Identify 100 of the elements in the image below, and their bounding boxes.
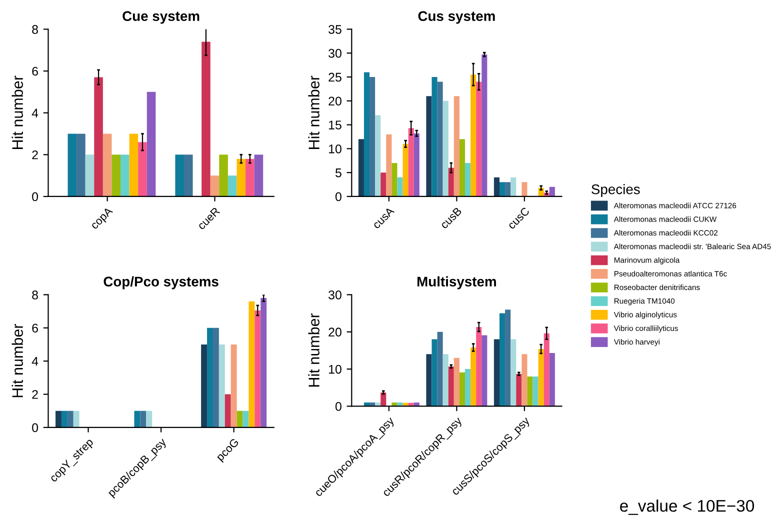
bar (248, 301, 255, 428)
bar (218, 344, 225, 428)
bar (465, 369, 471, 406)
bar (549, 186, 555, 196)
y-axis-title: Hit number (308, 313, 320, 387)
bar (254, 310, 261, 428)
legend-title: Species (592, 184, 640, 197)
bar (476, 82, 482, 196)
bar (549, 353, 555, 406)
y-axis-title: Hit number (308, 76, 320, 149)
y-axis-title: Hit number (12, 324, 23, 398)
bar (414, 133, 420, 196)
y-tick-label: 2 (32, 390, 38, 399)
y-tick-label: 6 (32, 324, 38, 333)
bar (470, 347, 476, 406)
bar (375, 115, 381, 196)
bar (459, 372, 465, 406)
bar (358, 139, 364, 196)
bar (448, 366, 454, 406)
y-tick-label: 0 (32, 423, 38, 432)
bar (146, 410, 152, 428)
bar (476, 327, 482, 406)
y-tick-label: 25 (328, 72, 342, 82)
y-tick-label: 8 (32, 290, 38, 300)
y-tick-label: 0 (335, 192, 342, 202)
text: e_value < 10E−30 (620, 500, 754, 515)
bar (61, 410, 68, 428)
bar (516, 374, 522, 406)
bar (129, 134, 138, 196)
chart-title: Cus system (418, 11, 495, 24)
bar (505, 182, 511, 196)
bar (510, 339, 516, 406)
bar (230, 344, 237, 428)
bar (454, 96, 460, 196)
bar (442, 354, 448, 406)
bar (482, 335, 488, 406)
bar (219, 154, 228, 196)
y-tick-label: 4 (32, 108, 38, 118)
bar (482, 54, 488, 196)
bar (236, 158, 246, 196)
bar (470, 74, 476, 196)
y-tick-label: 30 (328, 290, 342, 300)
bar (380, 392, 386, 406)
bar (494, 177, 500, 196)
y-tick-label: 0 (32, 192, 38, 202)
bar (454, 358, 460, 406)
y-tick-label: 6 (32, 66, 38, 76)
bar (522, 354, 528, 406)
bar (437, 82, 443, 196)
bar (236, 410, 243, 428)
y-tick-label: 10 (328, 364, 342, 374)
bar (260, 298, 267, 428)
bar (402, 144, 408, 196)
bar (228, 176, 237, 196)
bar (380, 172, 386, 196)
bar (246, 158, 254, 196)
bar (85, 154, 94, 196)
bar (134, 410, 140, 428)
y-tick-label: 20 (328, 96, 342, 106)
bar (494, 339, 500, 406)
bar (184, 154, 193, 196)
bar (146, 92, 156, 196)
bar (212, 328, 219, 428)
bar (527, 376, 533, 406)
y-tick-label: 5 (335, 168, 342, 178)
y-tick-label: 30 (328, 48, 342, 58)
bar (505, 310, 511, 406)
bar (437, 332, 443, 406)
y-tick-label: 10 (328, 144, 342, 154)
bar (500, 313, 506, 406)
bar (538, 348, 544, 406)
bar (67, 410, 74, 428)
bar (120, 154, 130, 196)
bar (532, 376, 538, 406)
bar (175, 154, 184, 196)
bar (68, 134, 77, 196)
y-tick-label: 2 (32, 150, 38, 160)
y-tick-label: 15 (328, 120, 342, 130)
bar (544, 333, 550, 406)
y-tick-label: 20 (328, 328, 342, 337)
bar (459, 139, 465, 196)
bar (432, 76, 438, 196)
bar (370, 76, 376, 196)
chart-title: Cop/Pco systems (104, 276, 218, 290)
bar (112, 154, 121, 196)
bar (426, 96, 432, 196)
bar (386, 134, 392, 196)
bar (224, 394, 231, 428)
bar (202, 42, 210, 196)
bar (102, 134, 112, 196)
bar (207, 328, 213, 428)
bar (56, 410, 62, 428)
y-axis-title: Hit number (12, 76, 23, 149)
bar (201, 344, 208, 428)
bar (76, 134, 86, 196)
bar (140, 410, 146, 428)
bar (392, 163, 398, 196)
bar (510, 177, 516, 196)
bar (448, 168, 454, 196)
bar (426, 354, 432, 406)
